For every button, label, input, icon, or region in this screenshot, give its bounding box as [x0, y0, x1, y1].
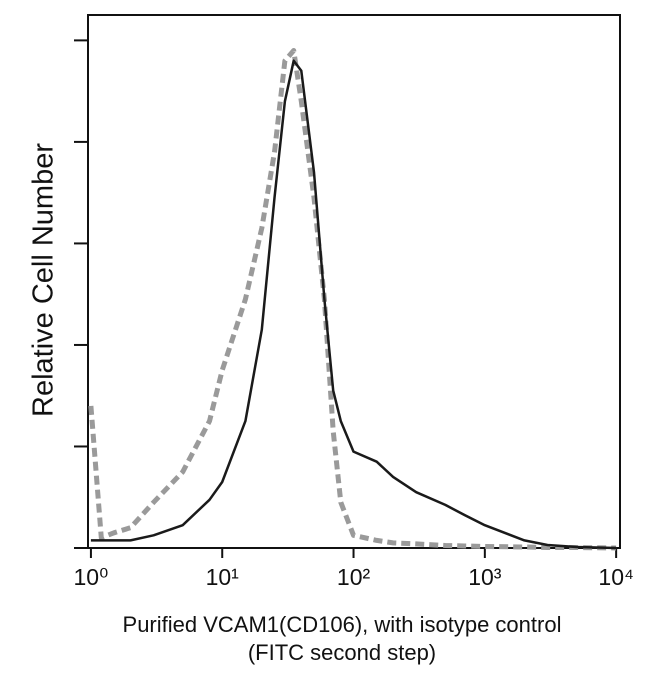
x-axis-label: Purified VCAM1(CD106), with isotype cont…	[123, 612, 562, 637]
y-axis-label: Relative Cell Number	[28, 143, 60, 417]
x-axis-label: (FITC second step)	[248, 640, 436, 665]
series-line	[90, 59, 617, 550]
x-tick-label: 10³	[468, 564, 502, 590]
plot-frame	[87, 14, 621, 549]
x-tick-label: 10⁴	[598, 564, 633, 590]
x-tick-label: 10²	[337, 564, 371, 590]
x-tick-label: 10¹	[206, 564, 240, 590]
x-tick-label: 10⁰	[74, 564, 109, 590]
series-line	[88, 48, 617, 551]
